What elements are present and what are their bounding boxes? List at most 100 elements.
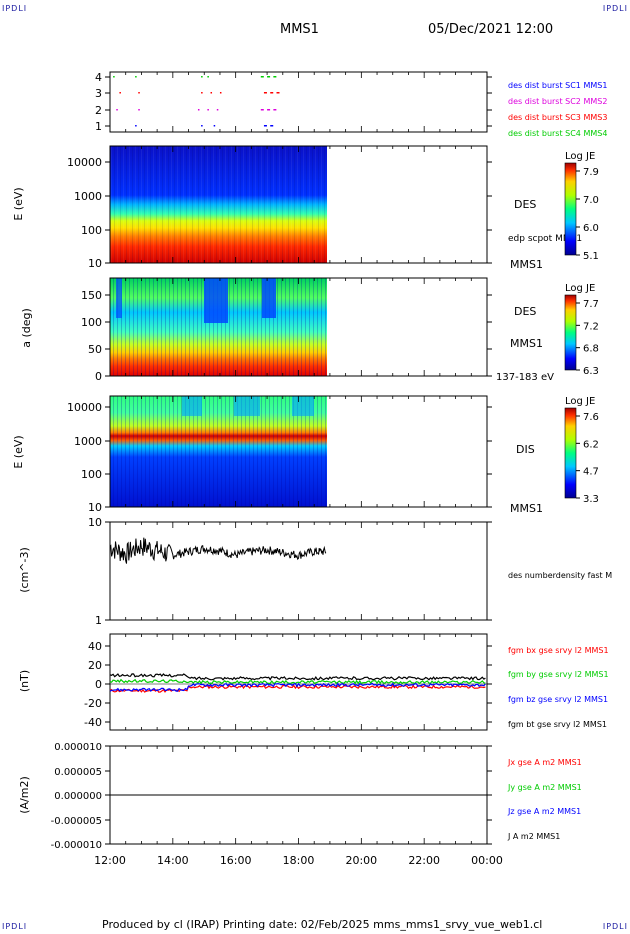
colorbar-dis-energy	[564, 407, 577, 499]
y-axis-label: (cm^-3)	[18, 547, 31, 593]
burst-mark	[201, 125, 203, 127]
y-tick-label: 10	[88, 257, 102, 270]
panel-right-label: DES	[514, 198, 536, 211]
colorbar-title: Log JE	[565, 396, 595, 407]
burst-mark	[119, 92, 121, 94]
spacecraft-title: MMS1	[280, 22, 319, 37]
colorbar-tick-label: 6.0	[583, 223, 599, 234]
y-tick-label: 3	[95, 87, 102, 100]
y-tick-label: -0.000005	[51, 816, 102, 827]
y-tick-label: -0.000010	[51, 840, 102, 851]
panel-right-label: MMS1	[510, 502, 543, 515]
colorbar-tick-label: 7.2	[583, 321, 599, 332]
y-tick-label: 0	[95, 370, 102, 383]
y-tick-label: 40	[88, 640, 102, 653]
y-axis-label: a (deg)	[20, 308, 33, 348]
des-pitch-blue-band-2	[262, 278, 276, 318]
y-tick-label: 10	[88, 516, 102, 529]
bfield-series-line	[109, 678, 486, 685]
colorbar-tick-label: 6.2	[583, 439, 599, 450]
y-tick-label: 0.000000	[54, 791, 102, 802]
burst-mark	[197, 109, 200, 111]
y-axis-label: (A/m2)	[18, 776, 31, 814]
burst-mark	[135, 125, 137, 127]
burst-mark	[210, 92, 213, 94]
y-axis-label: E (eV)	[12, 187, 25, 220]
y-tick-label: 0.000005	[54, 767, 102, 778]
legend-entry: des dist burst SC1 MMS1	[508, 81, 607, 90]
colorbar-tick-label: 7.9	[583, 167, 599, 178]
y-tick-label: 100	[81, 316, 102, 329]
y-axis-label: E (eV)	[12, 435, 25, 468]
y-tick-label: 50	[88, 343, 102, 356]
burst-mark	[219, 92, 222, 94]
burst-panel	[109, 71, 488, 133]
y-tick-label: 100	[81, 468, 102, 481]
colorbar-3	[564, 407, 577, 499]
colorbar-tick-label: 7.6	[583, 412, 599, 423]
x-tick-label: 18:00	[283, 854, 315, 867]
burst-mark	[113, 76, 115, 78]
colorbar-tick-label: 4.7	[583, 467, 599, 478]
colorbar-tick-label: 7.0	[583, 195, 599, 206]
dis-blue-patch-2	[234, 396, 260, 416]
burst-panel-frame	[109, 71, 488, 133]
burst-mark	[207, 109, 209, 111]
y-tick-label: 1000	[74, 435, 102, 448]
y-tick-label: 2	[95, 104, 102, 117]
bfield-series-line	[109, 673, 486, 681]
burst-mark	[201, 76, 203, 78]
des-energy-texture	[110, 146, 327, 263]
des-pitch-blue-band-1	[204, 278, 228, 323]
density-panel	[109, 521, 488, 621]
burst-mark	[260, 109, 264, 111]
burst-mark	[276, 92, 280, 94]
des-energy-panel	[109, 145, 488, 264]
series-label: J A m2 MMS1	[507, 832, 560, 841]
panel-right-label: edp scpot MMS1	[508, 234, 582, 244]
colorbar-tick-label: 6.3	[583, 366, 599, 377]
burst-mark	[207, 76, 209, 78]
panel-right-label: MMS1	[510, 337, 543, 350]
panel-right-label: DIS	[516, 443, 535, 456]
y-tick-label: 1	[95, 614, 102, 627]
x-tick-label: 22:00	[408, 854, 440, 867]
y-tick-label: 1	[95, 120, 102, 133]
burst-mark	[138, 109, 140, 111]
series-label: fgm bx gse srvy l2 MMS1	[508, 646, 609, 655]
legend-entry: des dist burst SC4 MMS4	[508, 129, 607, 138]
density-frame	[109, 521, 488, 621]
panel-right-label: MMS1	[510, 258, 543, 271]
y-tick-label: 20	[88, 659, 102, 672]
des-pitch-blue-band-3	[116, 278, 122, 318]
y-tick-label: 10	[88, 501, 102, 514]
y-tick-label: 0.000010	[54, 742, 102, 753]
series-label: Jx gse A m2 MMS1	[507, 758, 582, 767]
series-label: Jz gse A m2 MMS1	[507, 807, 581, 816]
burst-mark	[138, 92, 140, 94]
burst-mark	[213, 125, 216, 127]
x-tick-label: 00:00	[471, 854, 503, 867]
panel-right-label: 137-183 eV	[496, 372, 554, 383]
corner-logo-top-right: IPDLI	[602, 4, 628, 13]
datetime-title: 05/Dec/2021 12:00	[428, 22, 554, 37]
colorbar-title: Log JE	[565, 151, 595, 162]
dis-energy-texture	[110, 396, 327, 507]
x-tick-label: 16:00	[220, 854, 252, 867]
y-tick-label: 10000	[67, 156, 102, 169]
y-tick-label: 0	[95, 678, 102, 691]
burst-mark	[273, 109, 277, 111]
colorbar-tick-label: 3.3	[583, 494, 599, 505]
legend-entry: des dist burst SC3 MMS3	[508, 113, 607, 122]
burst-mark	[263, 125, 267, 127]
dis-blue-patch-1	[182, 396, 202, 416]
current-panel	[109, 745, 488, 845]
y-tick-label: 1000	[74, 190, 102, 203]
dis-blue-patch-3	[292, 396, 314, 416]
x-tick-label: 12:00	[94, 854, 126, 867]
burst-marks	[113, 76, 280, 127]
axis-labels: 4 3 2 1 des dist burst SC1 MMS1 des dist burs…	[12, 71, 612, 867]
burst-mark	[270, 92, 274, 94]
colorbar-tick-label: 6.8	[583, 344, 599, 355]
